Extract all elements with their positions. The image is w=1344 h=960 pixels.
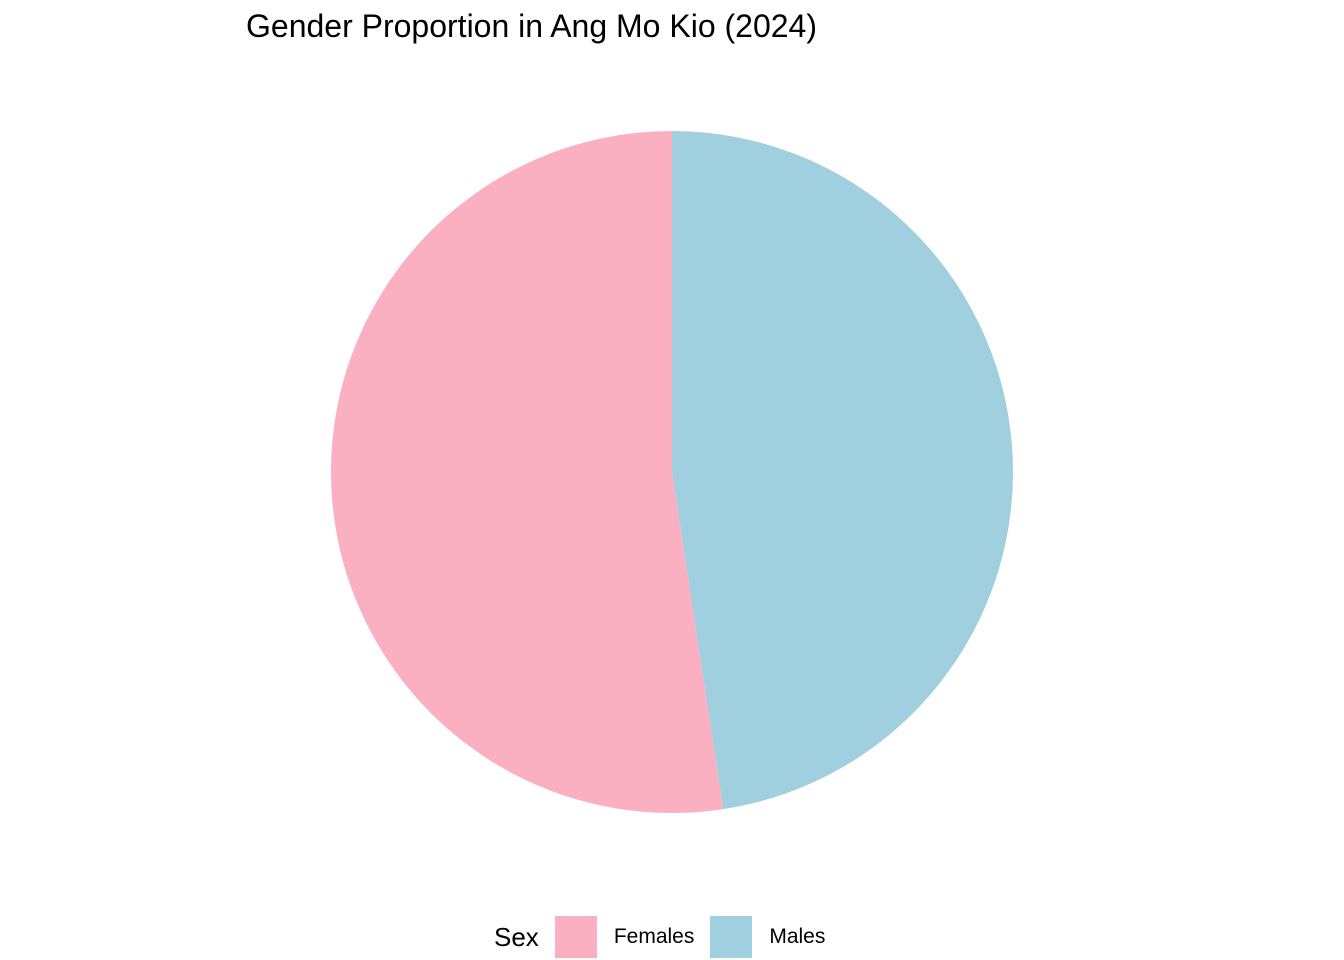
legend: Sex Females Males (494, 916, 841, 958)
legend-item-females: Females (554, 916, 695, 958)
legend-title: Sex (494, 921, 539, 952)
pie-slice-females (331, 131, 724, 813)
legend-item-males: Males (710, 916, 825, 958)
legend-label-males: Males (769, 925, 826, 948)
legend-label-females: Females (613, 925, 695, 948)
pie-slices (331, 131, 1014, 813)
legend-swatch-males (710, 916, 753, 958)
pie-chart (331, 131, 1014, 813)
pie-slice-males (672, 131, 1014, 810)
chart-title: Gender Proportion in Ang Mo Kio (2024) (246, 8, 817, 44)
legend-swatch-females (554, 916, 597, 958)
